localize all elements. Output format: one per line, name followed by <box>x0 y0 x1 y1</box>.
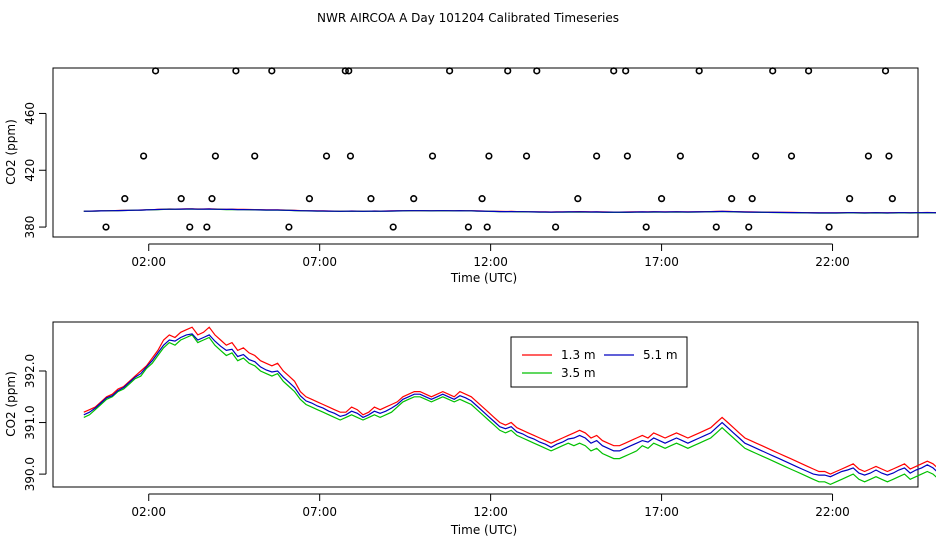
x-axis-bottom: 02:00 07:00 12:00 17:00 22:00 <box>131 493 850 519</box>
y-tick-label: 390.0 <box>23 457 37 491</box>
calibration-point <box>593 152 601 160</box>
calibration-point <box>305 195 314 203</box>
x-tick-label: 02:00 <box>131 255 166 269</box>
calibration-point <box>485 152 493 160</box>
calibration-point <box>483 223 491 231</box>
x-tick-label: 22:00 <box>815 255 850 269</box>
calibration-point <box>177 195 185 203</box>
calibration-point <box>533 67 541 75</box>
series-group-bottom <box>83 326 936 486</box>
calibration-point <box>346 152 355 160</box>
legend-label-3-5m: 3.5 m <box>561 366 596 380</box>
y-axis-title-bottom: CO2 (ppm) <box>4 371 18 437</box>
x-tick-label: 17:00 <box>644 505 679 519</box>
calibration-point <box>410 195 418 203</box>
x-tick-label: 02:00 <box>131 505 166 519</box>
calibration-point <box>885 152 893 160</box>
y-tick-label: 392.0 <box>23 354 37 388</box>
calibration-point <box>268 67 276 75</box>
calibration-point <box>745 223 753 231</box>
y-axis-bottom: 390.0 391.0 392.0 <box>23 354 47 491</box>
calibration-point <box>712 223 720 231</box>
figure-title: NWR AIRCOA A Day 101204 Calibrated Times… <box>317 11 619 25</box>
x-axis-top: 02:00 07:00 12:00 17:00 22:00 <box>131 243 850 269</box>
calibration-point <box>888 195 896 203</box>
y-tick-label: 380 <box>23 216 37 239</box>
calibration-point <box>203 223 211 231</box>
x-axis-title-top: Time (UTC) <box>450 271 517 285</box>
calibration-point <box>464 223 473 231</box>
calibration-points <box>102 67 896 231</box>
series-line-h35 <box>83 334 936 486</box>
calibration-point <box>846 195 854 203</box>
x-tick-label: 12:00 <box>473 255 508 269</box>
calibration-point <box>208 195 216 203</box>
calibration-point <box>428 152 437 160</box>
calibration-point <box>657 195 666 203</box>
calibration-point <box>751 152 760 160</box>
x-tick-label: 22:00 <box>815 505 850 519</box>
y-axis-top: 380 420 460 <box>23 102 47 239</box>
calibration-point <box>446 67 454 75</box>
calibration-point <box>367 195 375 203</box>
series-line-h51 <box>83 208 936 214</box>
plot-frame-top <box>52 67 919 238</box>
x-tick-label: 12:00 <box>473 505 508 519</box>
calibration-point <box>825 223 833 231</box>
x-tick-label: 07:00 <box>302 255 337 269</box>
calibration-point <box>322 152 331 160</box>
x-tick-label: 17:00 <box>644 255 679 269</box>
calibration-point <box>642 223 650 231</box>
series-line-h51 <box>83 333 936 478</box>
calibration-point <box>478 195 486 203</box>
calibration-point <box>341 67 349 75</box>
series-line-h13 <box>83 326 936 475</box>
calibration-point <box>285 223 293 231</box>
calibration-point <box>389 223 397 231</box>
calibration-point <box>676 152 684 160</box>
legend: 1.3 m 5.1 m 3.5 m <box>510 336 688 388</box>
calibration-point <box>211 152 220 160</box>
legend-box <box>510 336 688 388</box>
calibration-point <box>748 195 756 203</box>
calibration-point <box>504 67 512 75</box>
calibration-point <box>140 152 148 160</box>
legend-label-5-1m: 5.1 m <box>643 348 678 362</box>
calibration-point <box>804 67 813 75</box>
calibration-point <box>232 67 240 75</box>
calibration-point <box>881 67 890 75</box>
calibration-point <box>610 67 618 75</box>
y-tick-label: 391.0 <box>23 405 37 439</box>
y-tick-label: 420 <box>23 159 37 182</box>
calibration-point <box>769 67 777 75</box>
series-group-top <box>83 208 936 214</box>
calibration-point <box>345 67 353 75</box>
calibration-point <box>186 223 194 231</box>
x-axis-title-bottom: Time (UTC) <box>450 523 517 537</box>
x-tick-label: 07:00 <box>302 505 337 519</box>
calibration-point <box>151 67 160 75</box>
calibration-point <box>522 152 531 160</box>
calibration-point <box>574 195 582 203</box>
calibration-point <box>623 152 631 160</box>
y-axis-title-top: CO2 (ppm) <box>4 119 18 185</box>
y-tick-label: 460 <box>23 102 37 125</box>
calibration-point <box>121 195 129 203</box>
panel-timeseries: 02:00 07:00 12:00 17:00 22:00 390.0 391.0 392.… <box>4 321 936 537</box>
calibration-point <box>102 223 110 231</box>
plot-frame-bottom <box>52 321 919 488</box>
panel-calibration: 02:00 07:00 12:00 17:00 22:00 380 420 460 Time… <box>4 67 936 285</box>
calibration-point <box>695 67 703 75</box>
calibration-point <box>864 152 873 160</box>
calibration-point <box>787 152 796 160</box>
calibration-point <box>728 195 736 203</box>
calibration-point <box>251 152 259 160</box>
calibration-point <box>622 67 630 75</box>
legend-label-1-3m: 1.3 m <box>561 348 596 362</box>
calibration-point <box>551 223 560 231</box>
